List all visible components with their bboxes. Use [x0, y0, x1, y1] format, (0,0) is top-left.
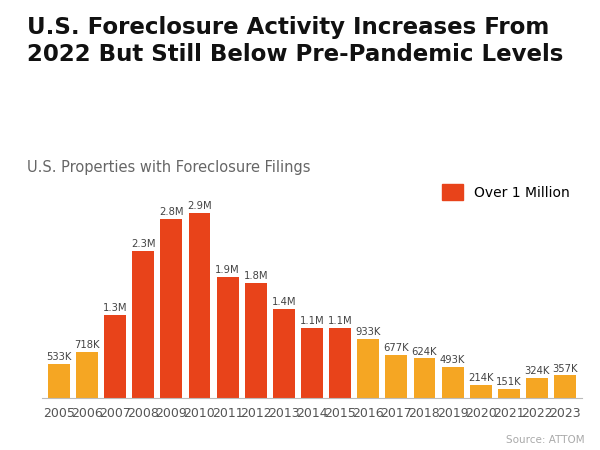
Bar — [413, 358, 436, 398]
Text: 214K: 214K — [468, 373, 493, 383]
Bar — [76, 352, 98, 398]
Bar — [188, 212, 211, 398]
Bar — [329, 328, 351, 398]
Bar — [301, 328, 323, 398]
Bar — [273, 309, 295, 398]
Text: 624K: 624K — [412, 346, 437, 356]
Bar — [526, 378, 548, 398]
Bar — [132, 251, 154, 398]
Text: 677K: 677K — [383, 343, 409, 353]
Text: 1.1M: 1.1M — [299, 316, 325, 326]
Text: 2.8M: 2.8M — [159, 207, 184, 217]
Bar — [357, 338, 379, 398]
Text: 933K: 933K — [356, 327, 381, 337]
Text: 2.3M: 2.3M — [131, 239, 155, 249]
Text: U.S. Foreclosure Activity Increases From
2022 But Still Below Pre-Pandemic Level: U.S. Foreclosure Activity Increases From… — [27, 16, 563, 66]
Bar — [442, 367, 464, 398]
Text: 2.9M: 2.9M — [187, 201, 212, 211]
Text: 1.3M: 1.3M — [103, 303, 127, 313]
Text: 151K: 151K — [496, 377, 521, 387]
Bar — [554, 375, 576, 398]
Text: 1.8M: 1.8M — [244, 271, 268, 281]
Text: Source: ATTOM: Source: ATTOM — [506, 435, 585, 445]
Bar — [385, 355, 407, 398]
Bar — [470, 385, 492, 398]
Bar — [217, 277, 239, 398]
Text: 1.4M: 1.4M — [272, 297, 296, 307]
Text: 357K: 357K — [553, 364, 578, 374]
Bar — [104, 315, 126, 398]
Bar — [245, 283, 267, 398]
Bar — [160, 219, 182, 398]
Text: 533K: 533K — [46, 352, 71, 362]
Text: 1.1M: 1.1M — [328, 316, 352, 326]
Bar — [48, 364, 70, 398]
Legend: Over 1 Million: Over 1 Million — [436, 178, 575, 206]
Text: 718K: 718K — [74, 341, 100, 351]
Text: 1.9M: 1.9M — [215, 265, 240, 275]
Text: U.S. Properties with Foreclosure Filings: U.S. Properties with Foreclosure Filings — [27, 160, 311, 175]
Text: 324K: 324K — [524, 366, 550, 376]
Bar — [498, 389, 520, 398]
Text: 493K: 493K — [440, 355, 466, 365]
